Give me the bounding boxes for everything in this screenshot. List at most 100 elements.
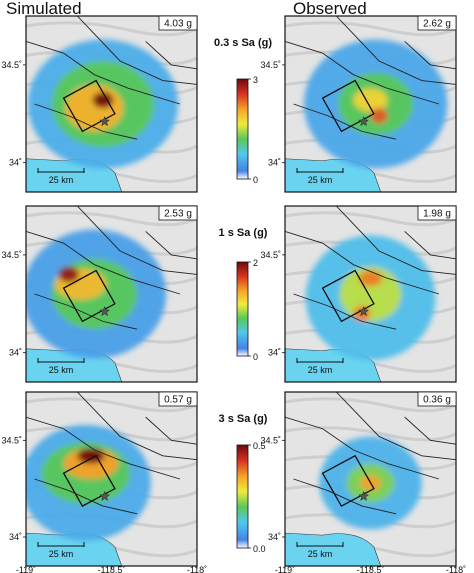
- scale-bar-label: 25 km: [308, 365, 333, 375]
- y-tick-label: 34.5˚: [1, 435, 22, 445]
- row-label: 1 s Sa (g): [219, 227, 268, 239]
- peak-value-label: 4.03 g: [164, 19, 192, 30]
- intensity-field: [27, 39, 179, 169]
- fault-line: [293, 103, 397, 140]
- colorbar: [236, 444, 249, 549]
- fault-line: [145, 41, 197, 70]
- epicenter-star: [358, 115, 370, 127]
- row-label: 3 s Sa (g): [219, 413, 268, 425]
- panel-frame: [25, 15, 198, 193]
- intensity-contour: [353, 88, 388, 112]
- terrain-ridge: [26, 21, 197, 37]
- x-tick-label: -118˚: [187, 565, 207, 573]
- colorbar-max-label: 2: [253, 258, 258, 268]
- peak-value-label: 2.62 g: [423, 19, 451, 30]
- fault-line: [293, 478, 397, 515]
- peak-value-label: 1.98 g: [423, 209, 451, 220]
- map-panel-simulated: [26, 206, 197, 382]
- y-tick-label: 34˚: [9, 158, 22, 168]
- fault-line: [76, 16, 197, 85]
- intensity-contour: [358, 270, 383, 287]
- terrain-ridge: [285, 211, 456, 227]
- fault-line: [293, 293, 397, 330]
- y-tick-label: 34.5˚: [1, 250, 22, 260]
- fault-line: [34, 103, 138, 140]
- intensity-field: [303, 39, 448, 169]
- colorbar: [236, 261, 249, 357]
- fault-line: [26, 230, 181, 295]
- colorbar-min-label: 0: [253, 175, 258, 185]
- map-panel-simulated: [26, 392, 197, 566]
- scale-bar-label: 25 km: [308, 175, 333, 185]
- scale-bar-label: 25 km: [308, 549, 333, 559]
- y-tick-label: 34˚: [268, 532, 281, 542]
- fault-line: [285, 416, 440, 480]
- rupture-plane: [321, 454, 375, 507]
- intensity-contour: [58, 266, 80, 283]
- fault-line: [335, 16, 456, 85]
- fault-line: [285, 230, 440, 295]
- x-tick-label: -118.5˚: [98, 565, 126, 573]
- peak-value-box: [417, 15, 457, 31]
- x-tick-label: -118.5˚: [357, 565, 385, 573]
- fault-line: [145, 416, 197, 445]
- epicenter-star: [99, 490, 111, 501]
- terrain-ridge: [26, 211, 197, 227]
- peak-value-box: [158, 15, 198, 31]
- peak-value-box: [158, 391, 198, 407]
- peak-value-box: [417, 391, 457, 407]
- y-tick-label: 34.5˚: [260, 60, 281, 70]
- intensity-contour: [77, 448, 105, 464]
- rupture-plane: [62, 269, 116, 323]
- panel-frame: [25, 205, 198, 383]
- scale-bar-label: 25 km: [49, 365, 74, 375]
- ocean: [285, 532, 382, 566]
- y-tick-label: 34˚: [268, 158, 281, 168]
- y-tick-label: 34.5˚: [260, 250, 281, 260]
- map-panel-observed: [285, 16, 456, 192]
- terrain-ridge: [285, 426, 456, 442]
- fault-line: [404, 231, 456, 260]
- colorbar-min-label: 0: [253, 352, 258, 362]
- fault-line: [76, 206, 197, 275]
- colorbar-min-label: 0.0: [253, 544, 266, 554]
- peak-value-label: 0.36 g: [423, 395, 451, 406]
- terrain-ridge: [26, 426, 197, 442]
- epicenter-star: [99, 115, 111, 127]
- panel-frame: [284, 15, 457, 193]
- rupture-plane: [62, 79, 116, 133]
- colorbar-max-label: 3: [253, 75, 258, 85]
- intensity-field: [26, 229, 167, 359]
- rupture-plane: [62, 454, 116, 507]
- scale-bar-label: 25 km: [49, 175, 74, 185]
- panel-frame: [284, 205, 457, 383]
- x-tick-label: -119˚: [275, 565, 295, 573]
- fault-line: [26, 416, 181, 480]
- rupture-plane: [321, 79, 375, 133]
- intensity-contour: [92, 92, 114, 108]
- fault-line: [34, 293, 138, 330]
- column-title-observed: Observed: [293, 0, 367, 18]
- colorbar-max-label: 0.5: [253, 441, 266, 451]
- intensity-field: [26, 424, 151, 541]
- fault-line: [404, 41, 456, 70]
- epicenter-star: [99, 305, 111, 317]
- x-tick-label: -119˚: [16, 565, 36, 573]
- peak-value-label: 0.57 g: [164, 395, 192, 406]
- y-tick-label: 34.5˚: [1, 60, 22, 70]
- terrain-ridge: [285, 397, 456, 413]
- fault-line: [145, 231, 197, 260]
- intensity-contour: [370, 107, 388, 124]
- y-tick-label: 34.5˚: [260, 435, 281, 445]
- peak-value-box: [417, 205, 457, 221]
- epicenter-star: [358, 305, 370, 317]
- fault-line: [335, 392, 456, 461]
- x-tick-label: -118˚: [446, 565, 466, 573]
- fault-line: [26, 40, 181, 105]
- terrain-ridge: [26, 397, 197, 413]
- map-panel-simulated: [26, 16, 197, 192]
- fault-line: [76, 392, 197, 461]
- colorbar: [236, 78, 249, 180]
